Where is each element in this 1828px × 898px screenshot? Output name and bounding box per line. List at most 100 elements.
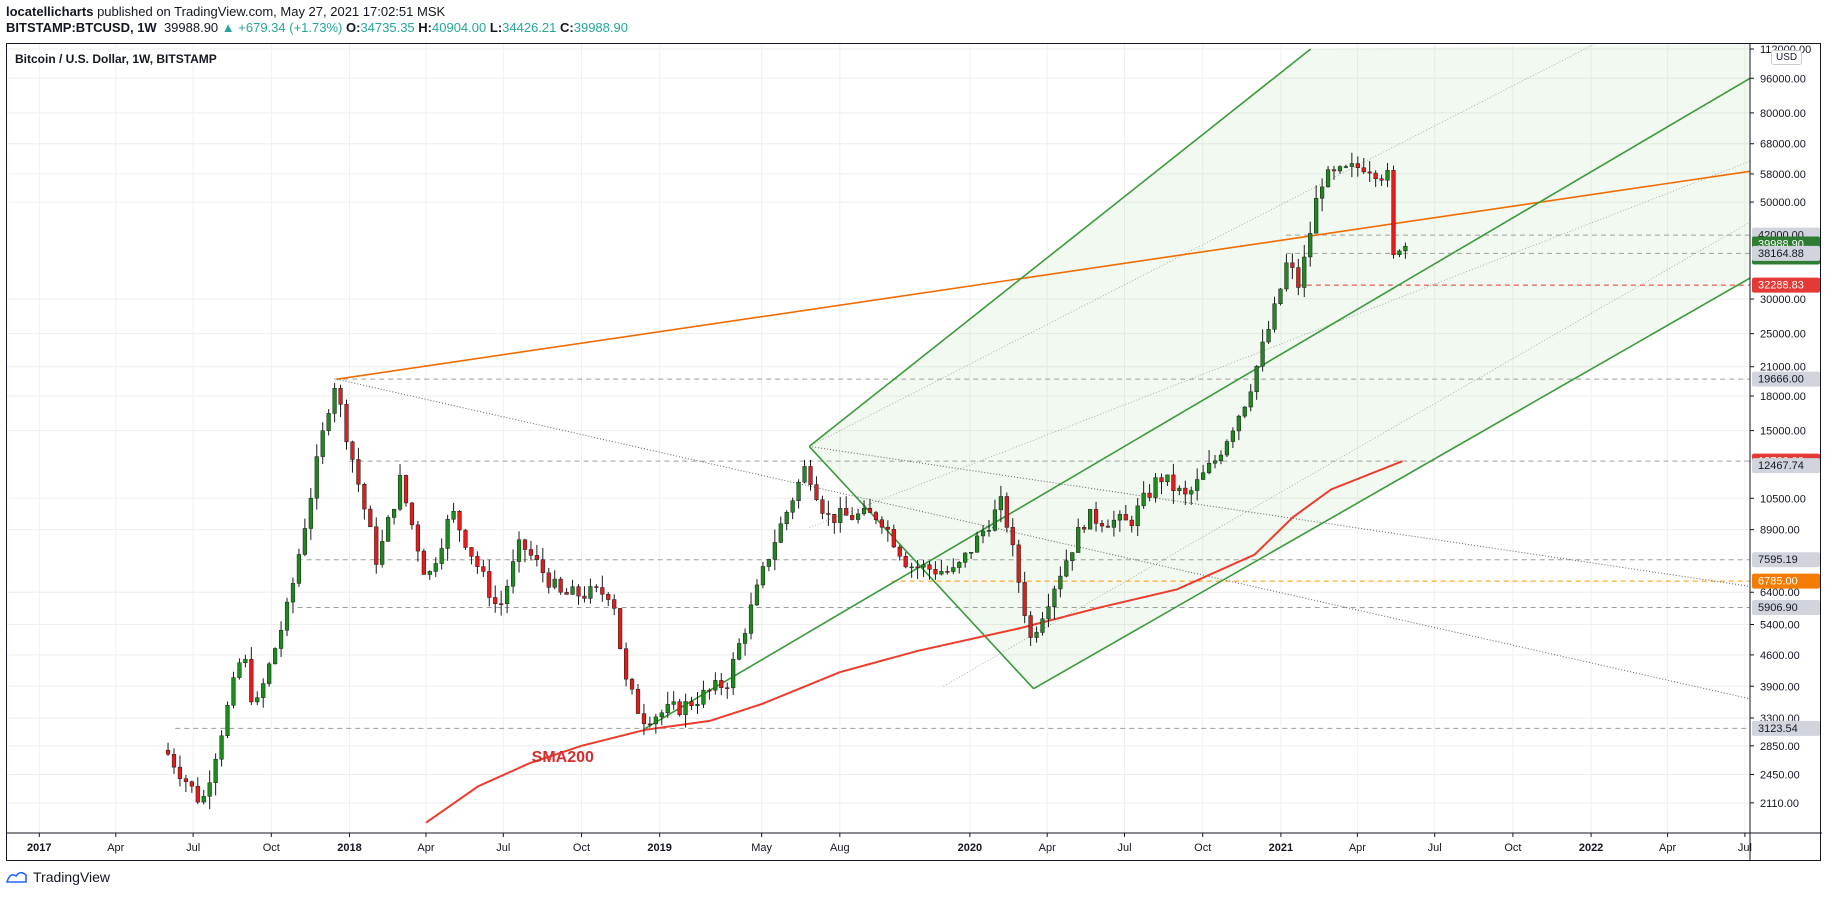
candle-body (635, 688, 641, 714)
candle-body (1022, 582, 1027, 616)
candle-body (1135, 505, 1140, 527)
low-label: L: (489, 20, 503, 35)
x-tick-label: Apr (417, 842, 434, 854)
y-tick-label: 3900.00 (1760, 681, 1800, 693)
channel-trendline (808, 48, 1312, 448)
x-tick-label: Jul (1738, 842, 1752, 854)
price-badge-label: 19666.00 (1758, 374, 1804, 386)
price-badge (1752, 720, 1820, 736)
candle-body (1206, 462, 1212, 474)
y-tick-label: 8900.00 (1760, 525, 1800, 537)
candle-body (921, 564, 926, 568)
candle-body (267, 663, 272, 684)
candle-body (1129, 519, 1134, 527)
candle-body (891, 529, 896, 548)
candle-body (308, 497, 313, 529)
candle-body (695, 704, 700, 706)
candle-body (766, 559, 771, 567)
candle-body (332, 388, 337, 414)
channel-inner-line (943, 221, 1750, 687)
candle-body (588, 586, 593, 599)
candle-body (445, 519, 450, 549)
candle-body (183, 778, 188, 782)
candle-body (731, 658, 736, 689)
candle-body (778, 523, 783, 543)
x-tick-label: Jul (1117, 842, 1131, 854)
author-name[interactable]: locatellicharts (6, 4, 94, 19)
candle-body (969, 552, 974, 554)
candle-body (790, 500, 795, 513)
candle-body (564, 591, 569, 595)
candle-body (850, 515, 855, 520)
candle-body (1260, 341, 1265, 367)
x-tick-label: 2021 (1269, 842, 1293, 854)
candle-body (873, 512, 879, 521)
candle-body (516, 539, 522, 562)
candle-body (802, 466, 807, 483)
candle-body (647, 723, 652, 726)
candle-body (1355, 163, 1360, 168)
candle-body (844, 508, 849, 516)
candle-body (1236, 415, 1241, 432)
candle-body (1349, 163, 1354, 167)
candle-body (1070, 552, 1075, 562)
candle-body (1308, 233, 1313, 258)
candle-body (1254, 365, 1259, 393)
candle-body (356, 459, 361, 485)
candle-body (1248, 391, 1253, 408)
candle-body (826, 513, 831, 515)
candle-body (433, 563, 438, 572)
candle-body (475, 556, 480, 567)
x-tick-label: Oct (263, 842, 280, 854)
plot-area: SMA200 (7, 44, 1750, 833)
candle-body (177, 766, 183, 779)
candle-body (1325, 169, 1331, 188)
candle-body (290, 583, 296, 603)
x-tick-label: 2022 (1579, 842, 1603, 854)
open-label: O: (345, 20, 361, 35)
candle-body (219, 735, 224, 760)
candle-body (392, 508, 397, 518)
symbol-label: BITSTAMP:BTCUSD, 1W (6, 20, 157, 35)
price-change: ▲ +679.34 (+1.73%) (221, 20, 343, 35)
candle-body (1224, 441, 1230, 456)
candle-body (689, 701, 694, 706)
candle-body (1064, 560, 1069, 577)
candle-body (653, 716, 658, 725)
candle-body (903, 555, 908, 568)
candle-body (1391, 170, 1396, 255)
candle-body (368, 508, 373, 528)
candle-body (1171, 474, 1176, 491)
orange-trendline (336, 170, 1750, 380)
tradingview-footer[interactable]: TradingView (6, 869, 110, 885)
candle-body (1290, 262, 1295, 268)
candle-body (677, 701, 682, 716)
candle-body (927, 564, 932, 570)
candle-body (195, 785, 200, 803)
x-tick-label: Apr (1659, 842, 1676, 854)
candle-body (742, 633, 748, 644)
candle-body (326, 413, 331, 431)
candle-body (278, 629, 284, 649)
y-tick-label: 2110.00 (1760, 798, 1799, 810)
currency-button[interactable]: USD (1771, 50, 1803, 65)
y-tick-label: 21000.00 (1760, 362, 1806, 374)
sma200-label: SMA200 (532, 749, 594, 766)
published-text: published on TradingView.com, May 27, 20… (97, 4, 446, 19)
price-badge (1752, 277, 1820, 293)
candle-body (463, 529, 468, 548)
chart-frame[interactable] (6, 43, 1821, 861)
x-tick-label: Oct (573, 842, 590, 854)
candle-body (207, 782, 212, 797)
candle-body (1403, 245, 1408, 252)
candle-body (409, 502, 415, 526)
candle-body (302, 528, 307, 555)
last-price: 39988.90 (163, 20, 219, 35)
candle-body (320, 430, 325, 457)
candle-body (951, 567, 956, 572)
candle-body (1082, 527, 1087, 530)
channel-median-line (809, 160, 1750, 528)
price-badge (1752, 371, 1820, 387)
candle-body (1343, 166, 1349, 168)
